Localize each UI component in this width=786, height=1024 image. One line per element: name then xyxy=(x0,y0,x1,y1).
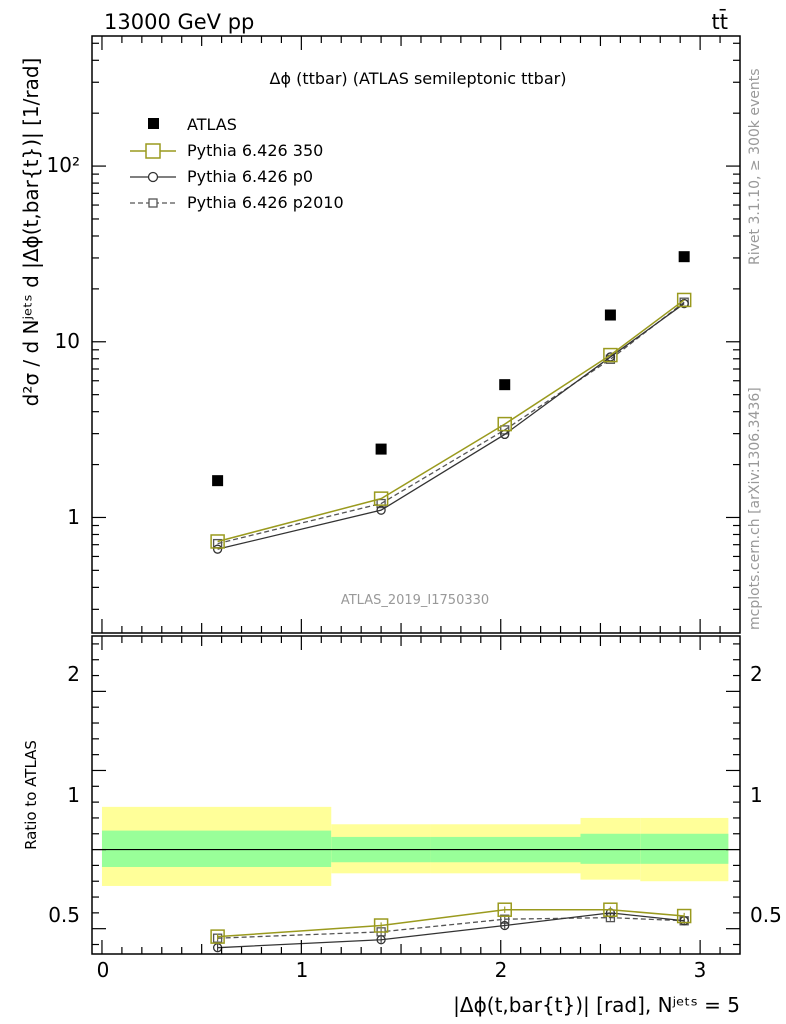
main-panel-frame xyxy=(91,35,741,634)
legend-label-atlas: ATLAS xyxy=(187,115,237,134)
ratio-point-p350 xyxy=(210,929,225,944)
atlas-point xyxy=(604,309,616,321)
ratio-tick-label-1-right: 1 xyxy=(750,783,763,807)
main-tick-label-1: 1 xyxy=(67,505,80,529)
analysis-id: ATLAS_2019_I1750330 xyxy=(341,593,489,608)
ratio-y-ticks xyxy=(92,643,740,946)
ratio-series-layer xyxy=(210,902,692,953)
atlas-point xyxy=(499,379,511,391)
legend: ATLAS Pythia 6.426 350 Pythia 6.426 p0 P… xyxy=(130,115,344,212)
ratio-tick-label-2-right: 2 xyxy=(750,662,763,686)
legend-label-p350: Pythia 6.426 350 xyxy=(187,141,323,160)
main-series-layer xyxy=(210,251,692,554)
main-point-p350 xyxy=(676,292,692,308)
main-point-p350 xyxy=(373,491,389,506)
ratio-point-p350 xyxy=(603,902,618,917)
energy-label: 13000 GeV pp xyxy=(104,10,254,34)
main-point-p0 xyxy=(376,505,386,515)
legend-label-p0: Pythia 6.426 p0 xyxy=(187,167,313,186)
plot-title: Δϕ (ttbar) (ATLAS semileptonic ttbar) xyxy=(270,69,567,88)
main-tick-label-100: 10² xyxy=(47,153,80,177)
x-axis-ticks xyxy=(101,36,721,954)
ratio-point-p0 xyxy=(500,920,510,931)
main-point-p2010 xyxy=(376,498,386,509)
x-tick-label-2: 2 xyxy=(495,958,508,982)
band-inner xyxy=(640,833,729,864)
legend-marker-atlas xyxy=(148,118,159,129)
legend-label-p2010: Pythia 6.426 p2010 xyxy=(187,193,344,212)
x-tick-label-1: 1 xyxy=(296,958,309,982)
process-label: tt̄ xyxy=(712,9,728,34)
legend-marker-p350 xyxy=(145,143,161,159)
x-tick-label-3: 3 xyxy=(694,958,707,982)
x-tick-label-0: 0 xyxy=(97,958,110,982)
ratio-y-axis-label: Ratio to ATLAS xyxy=(22,740,40,850)
main-y-axis-label: d²σ / d Nʲᵉᵗˢ d |Δϕ(t,bar{t})| [1/rad] xyxy=(19,58,43,407)
main-line-p350 xyxy=(217,299,685,543)
ratio-uncertainty-bands xyxy=(101,806,729,886)
ratio-tick-label-1: 1 xyxy=(67,783,80,807)
atlas-point xyxy=(212,475,224,487)
legend-marker-p2010 xyxy=(148,198,158,208)
atlas-point xyxy=(375,443,387,455)
main-line-p2010 xyxy=(217,301,685,545)
mcplots-label: mcplots.cern.ch [arXiv:1306.3436] xyxy=(747,387,763,630)
ratio-point-p350 xyxy=(373,918,389,933)
ratio-panel-frame xyxy=(91,635,741,955)
ratio-line-p2010 xyxy=(217,916,685,939)
atlas-point xyxy=(678,251,690,263)
ratio-line-p0 xyxy=(217,912,685,949)
band-inner xyxy=(580,833,641,864)
legend-marker-p0 xyxy=(147,171,159,183)
x-axis-label: |Δϕ(t,bar{t})| [rad], Nʲᵉᵗˢ = 5 xyxy=(453,993,740,1017)
rivet-label: Rivet 3.1.10, ≥ 300k events xyxy=(747,68,763,265)
main-tick-label-10: 10 xyxy=(55,329,80,353)
main-point-p0 xyxy=(212,544,223,554)
main-point-p350 xyxy=(603,347,618,363)
main-point-p350 xyxy=(210,534,225,549)
band-inner xyxy=(101,830,332,867)
ratio-tick-label-05-right: 0.5 xyxy=(750,903,782,927)
ratio-point-p350 xyxy=(676,908,692,924)
main-point-p350 xyxy=(497,416,512,432)
ratio-point-p350 xyxy=(497,902,512,917)
ratio-tick-label-2: 2 xyxy=(67,662,80,686)
main-line-p0 xyxy=(217,303,685,550)
ratio-tick-label-05: 0.5 xyxy=(48,903,80,927)
ratio-point-p0 xyxy=(376,935,386,945)
ratio-line-p350 xyxy=(217,908,685,938)
main-y-ticks xyxy=(92,42,740,610)
